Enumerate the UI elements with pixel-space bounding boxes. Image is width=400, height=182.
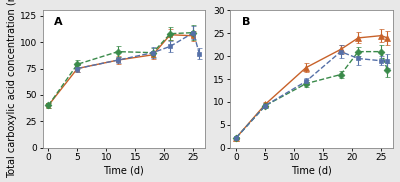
X-axis label: Time (d): Time (d) bbox=[291, 165, 332, 175]
Y-axis label: Total carboxylic acid concentration (mM): Total carboxylic acid concentration (mM) bbox=[7, 0, 17, 178]
Text: A: A bbox=[54, 17, 62, 27]
Text: B: B bbox=[242, 17, 250, 27]
X-axis label: Time (d): Time (d) bbox=[104, 165, 144, 175]
